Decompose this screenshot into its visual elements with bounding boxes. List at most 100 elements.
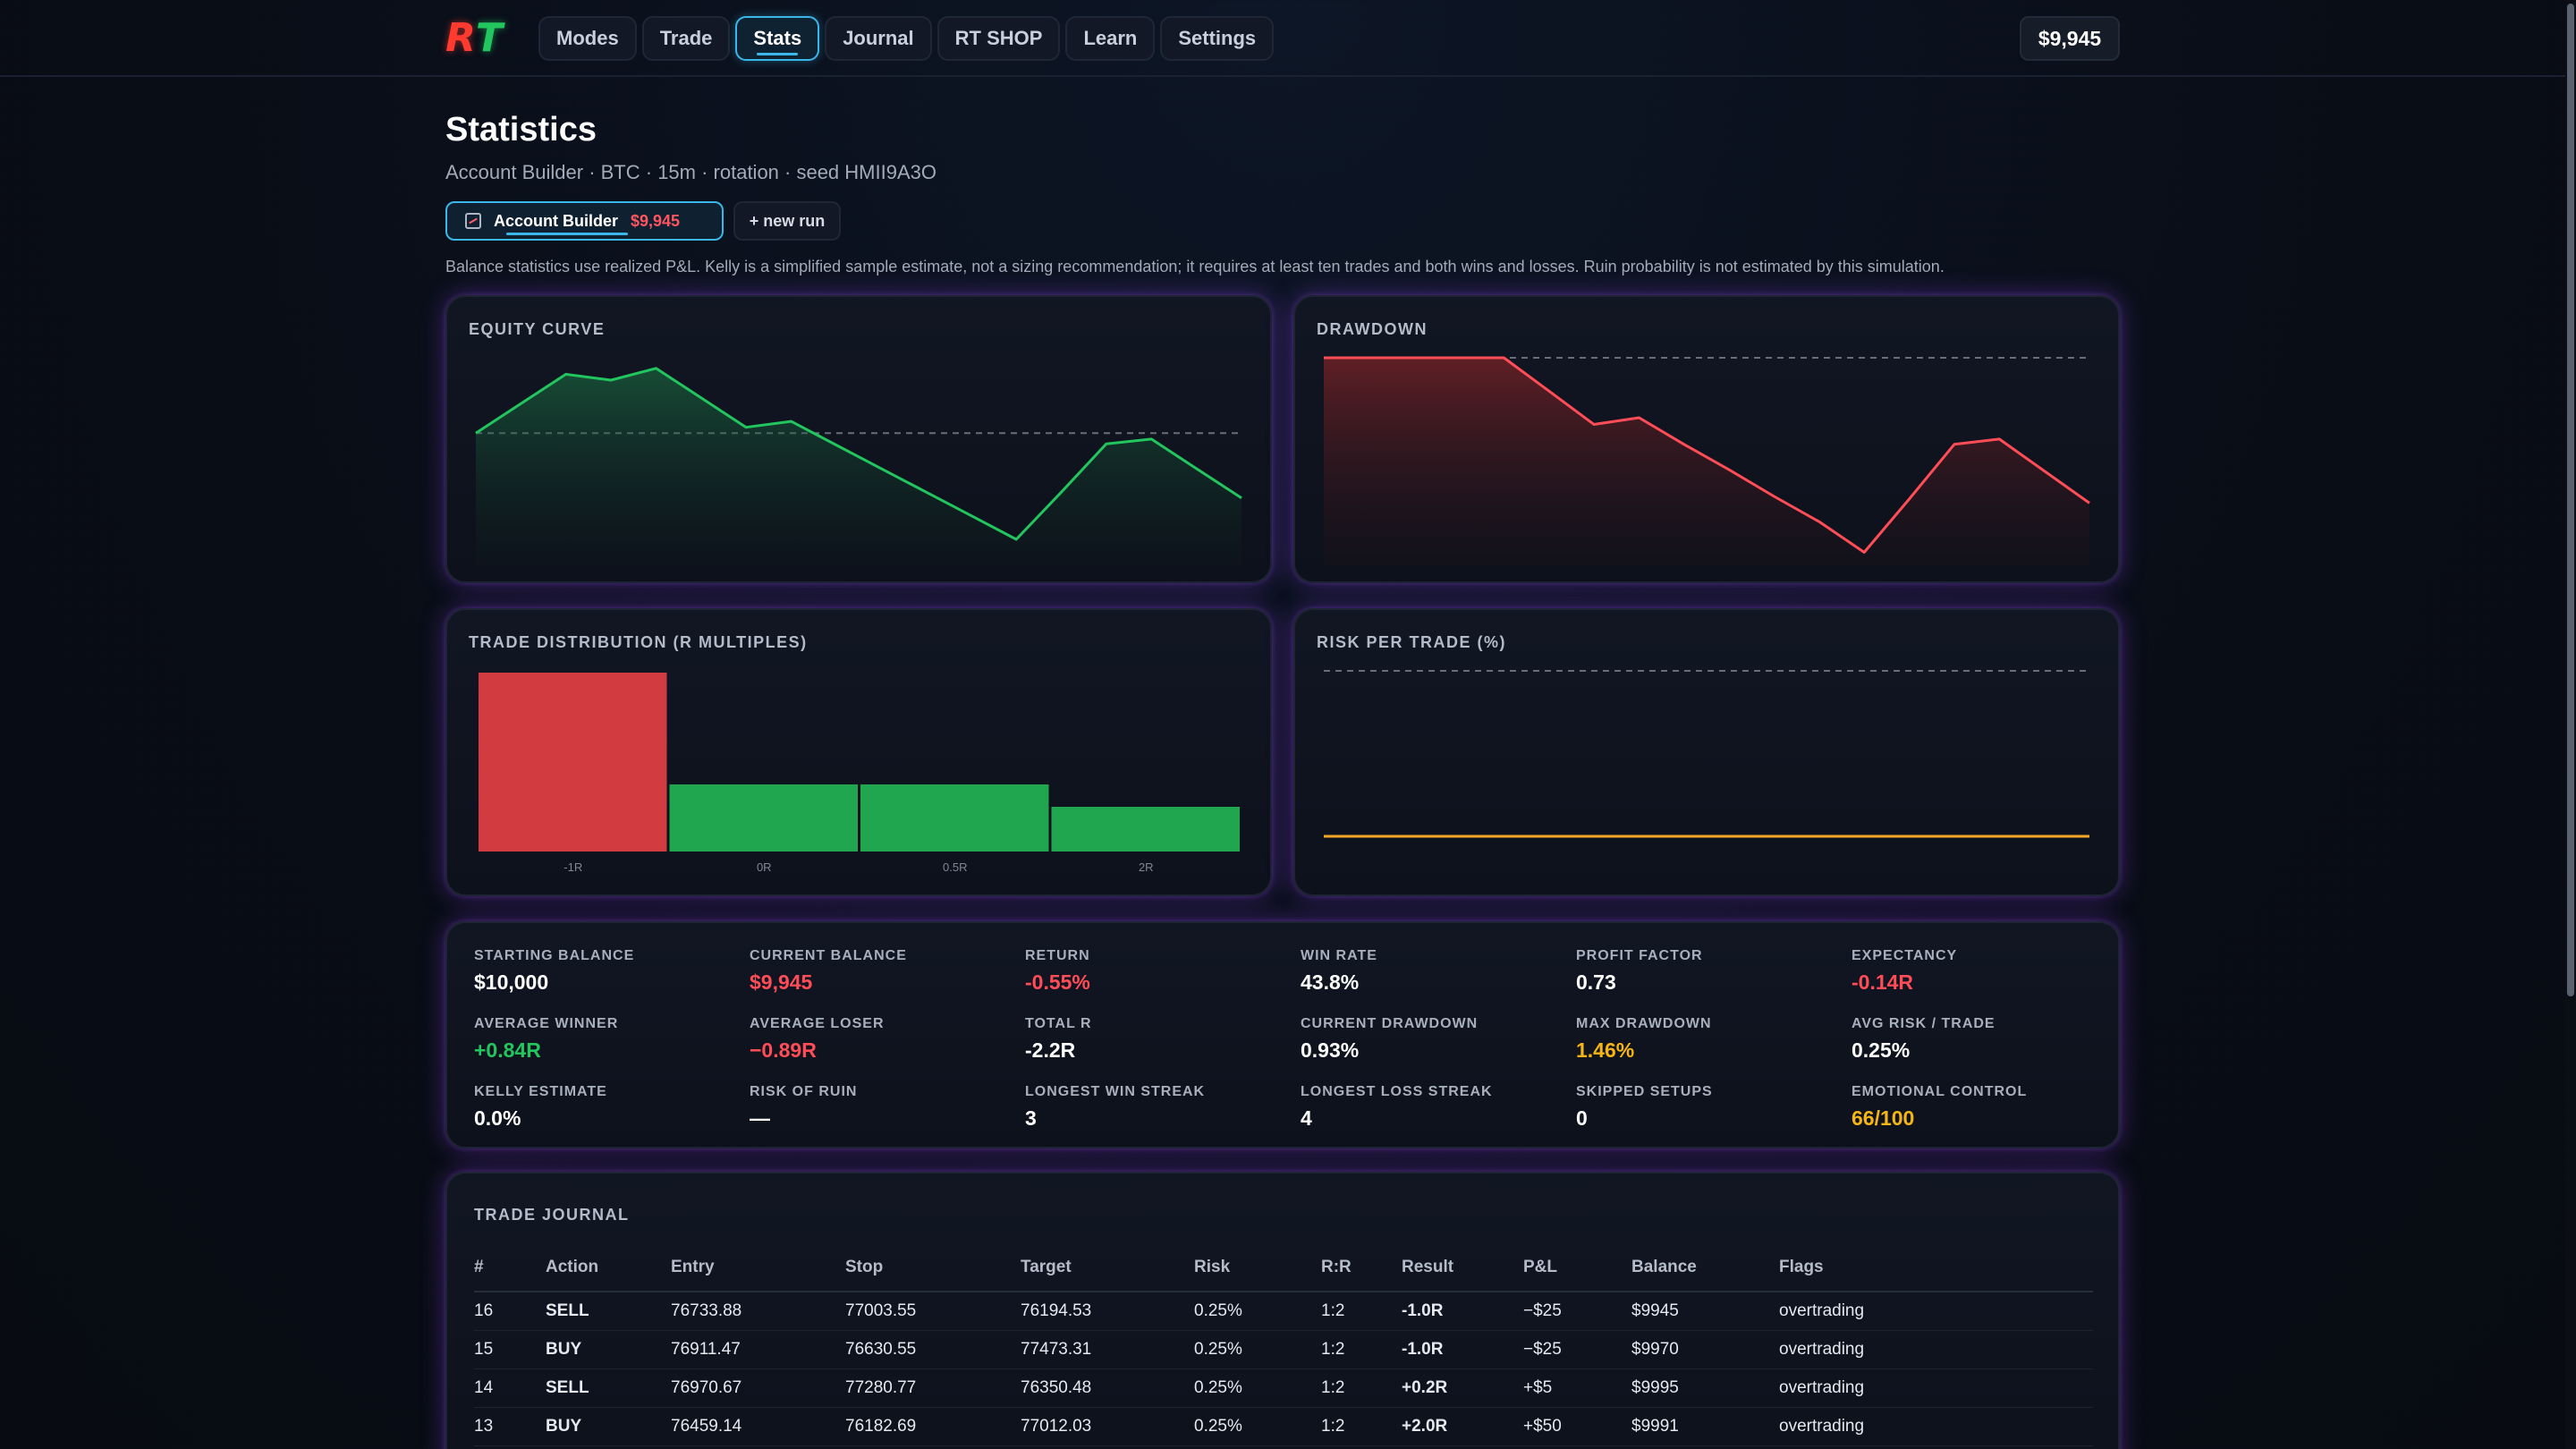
equity-curve-title: EQUITY CURVE: [469, 320, 606, 338]
risk-per-trade-title: RISK PER TRADE (%): [1317, 633, 1507, 651]
trade-result: -1.0R: [1402, 1292, 1523, 1331]
drawdown-chart: [1323, 356, 2090, 565]
metric-total-r: TOTAL R -2.2R: [1025, 1016, 1301, 1063]
metric-expectancy: EXPECTANCY -0.14R: [1852, 948, 2127, 995]
trade-pnl: −$25: [1523, 1292, 1631, 1331]
column-header[interactable]: R:R: [1321, 1243, 1402, 1292]
metric-label: RETURN: [1025, 948, 1090, 963]
trade-entry: 76733.88: [671, 1292, 845, 1331]
trade-entry: 76911.47: [671, 1330, 845, 1369]
trade-journal-table: # Action Entry Stop Target Risk R:R Result P&L Ba…: [474, 1243, 2093, 1446]
trade-number: 14: [474, 1368, 546, 1408]
column-header[interactable]: Result: [1402, 1243, 1523, 1292]
metric-value: 0.0%: [474, 1106, 521, 1130]
metric-risk-of-ruin: RISK OF RUIN —: [750, 1084, 1025, 1131]
journal-header-row: # Action Entry Stop Target Risk R:R Result P&L Ba…: [474, 1243, 2093, 1292]
metric-current-balance: CURRENT BALANCE $9,945: [750, 948, 1025, 995]
distribution-tick-label: 0.5R: [943, 860, 967, 874]
tab-trade[interactable]: Trade: [641, 16, 731, 61]
tab-stats[interactable]: Stats: [735, 16, 820, 61]
metric-skipped-setups: SKIPPED SETUPS 0: [1576, 1084, 1852, 1131]
metric-starting-balance: STARTING BALANCE $10,000: [474, 948, 750, 995]
column-header[interactable]: #: [474, 1243, 546, 1292]
scrollbar-thumb[interactable]: [2567, 4, 2574, 996]
trade-entry: 76459.14: [671, 1407, 845, 1446]
tab-learn[interactable]: Learn: [1065, 16, 1156, 61]
column-header[interactable]: Entry: [671, 1243, 845, 1292]
tab-settings[interactable]: Settings: [1160, 16, 1275, 61]
trade-rr: 1:2: [1321, 1292, 1402, 1331]
run-balance: $9,945: [631, 211, 681, 230]
trade-number: 13: [474, 1407, 546, 1446]
metric-value: 1.46%: [1576, 1038, 1635, 1062]
metric-kelly-estimate: KELLY ESTIMATE 0.0%: [474, 1084, 750, 1131]
tab-modes[interactable]: Modes: [538, 16, 637, 61]
trade-stop: 76630.55: [845, 1330, 1021, 1369]
drawdown-area: [1324, 358, 2089, 565]
column-header[interactable]: Target: [1021, 1243, 1194, 1292]
equity-curve-chart: [475, 367, 1242, 565]
tab-journal[interactable]: Journal: [825, 16, 932, 61]
column-header[interactable]: Risk: [1194, 1243, 1321, 1292]
metric-value: —: [750, 1106, 770, 1130]
trade-target: 76194.53: [1021, 1292, 1194, 1331]
trade-number: 16: [474, 1292, 546, 1331]
metric-profit-factor: PROFIT FACTOR 0.73: [1576, 948, 1852, 995]
metric-label: LONGEST LOSS STREAK: [1301, 1084, 1493, 1099]
trade-journal-title: TRADE JOURNAL: [474, 1206, 630, 1224]
column-header[interactable]: Action: [546, 1243, 671, 1292]
trade-distribution-chart: -1R 0R 0.5R 2R: [479, 673, 1240, 874]
distribution-tick-label: -1R: [564, 860, 582, 874]
metric-label: AVERAGE WINNER: [474, 1016, 619, 1031]
metric-longest-loss-streak: LONGEST LOSS STREAK 4: [1301, 1084, 1576, 1131]
metric-value: +0.84R: [474, 1038, 541, 1062]
rt-logo[interactable]: RT: [445, 15, 504, 61]
trade-result: +2.0R: [1402, 1407, 1523, 1446]
metric-label: MAX DRAWDOWN: [1576, 1016, 1712, 1031]
trade-distribution-panel: TRADE DISTRIBUTION (R MULTIPLES) -1R 0R 0.…: [445, 608, 1272, 896]
trade-result: +0.2R: [1402, 1368, 1523, 1408]
table-row[interactable]: 15 BUY 76911.47 76630.55 77473.31 0.25% 1:2 -1.…: [474, 1330, 2093, 1369]
trade-distribution-title: TRADE DISTRIBUTION (R MULTIPLES): [469, 633, 808, 651]
trade-balance: $9991: [1631, 1407, 1779, 1446]
trade-number: 15: [474, 1330, 546, 1369]
trade-risk: 0.25%: [1194, 1292, 1321, 1331]
main-nav: Modes Trade Stats Journal RT SHOP Learn …: [538, 16, 1275, 61]
trade-flags: overtrading: [1779, 1368, 2093, 1408]
metric-current-drawdown: CURRENT DRAWDOWN 0.93%: [1301, 1016, 1576, 1063]
run-selector-account-builder[interactable]: Account Builder $9,945: [445, 201, 724, 241]
trade-entry: 76970.67: [671, 1368, 845, 1408]
page-scrollbar[interactable]: [2565, 0, 2576, 1449]
metric-label: EMOTIONAL CONTROL: [1852, 1084, 2028, 1099]
trade-pnl: −$25: [1523, 1330, 1631, 1369]
metric-value: -0.14R: [1852, 970, 1914, 994]
trade-risk: 0.25%: [1194, 1330, 1321, 1369]
metric-label: AVERAGE LOSER: [750, 1016, 885, 1031]
column-header[interactable]: Flags: [1779, 1243, 2093, 1292]
metric-label: TOTAL R: [1025, 1016, 1092, 1031]
table-row[interactable]: 14 SELL 76970.67 77280.77 76350.48 0.25% 1:2 +0…: [474, 1368, 2093, 1408]
metrics-grid: STARTING BALANCE $10,000 CURRENT BALANCE $9…: [474, 948, 2127, 1131]
top-navigation-bar: RT Modes Trade Stats Journal RT SHOP Lea…: [0, 0, 2565, 77]
metric-return: RETURN -0.55%: [1025, 948, 1301, 995]
metric-value: −0.89R: [750, 1038, 817, 1062]
table-row[interactable]: 16 SELL 76733.88 77003.55 76194.53 0.25% 1:2 -1…: [474, 1292, 2093, 1331]
metric-label: SKIPPED SETUPS: [1576, 1084, 1713, 1099]
trade-target: 77012.03: [1021, 1407, 1194, 1446]
chart-icon: [465, 213, 481, 229]
column-header[interactable]: P&L: [1523, 1243, 1631, 1292]
metric-label: RISK OF RUIN: [750, 1084, 858, 1099]
trade-stop: 77003.55: [845, 1292, 1021, 1331]
trade-target: 76350.48: [1021, 1368, 1194, 1408]
metric-value: -0.55%: [1025, 970, 1090, 994]
column-header[interactable]: Balance: [1631, 1243, 1779, 1292]
table-row[interactable]: 13 BUY 76459.14 76182.69 77012.03 0.25% 1:2 +2.…: [474, 1407, 2093, 1446]
drawdown-line: [1324, 356, 2090, 554]
new-run-button[interactable]: + new run: [733, 201, 841, 241]
column-header[interactable]: Stop: [845, 1243, 1021, 1292]
metric-win-rate: WIN RATE 43.8%: [1301, 948, 1576, 995]
trade-action: BUY: [546, 1407, 671, 1446]
tab-rt-shop[interactable]: RT SHOP: [936, 16, 1061, 61]
metric-max-drawdown: MAX DRAWDOWN 1.46%: [1576, 1016, 1852, 1063]
metric-value: $10,000: [474, 970, 549, 994]
